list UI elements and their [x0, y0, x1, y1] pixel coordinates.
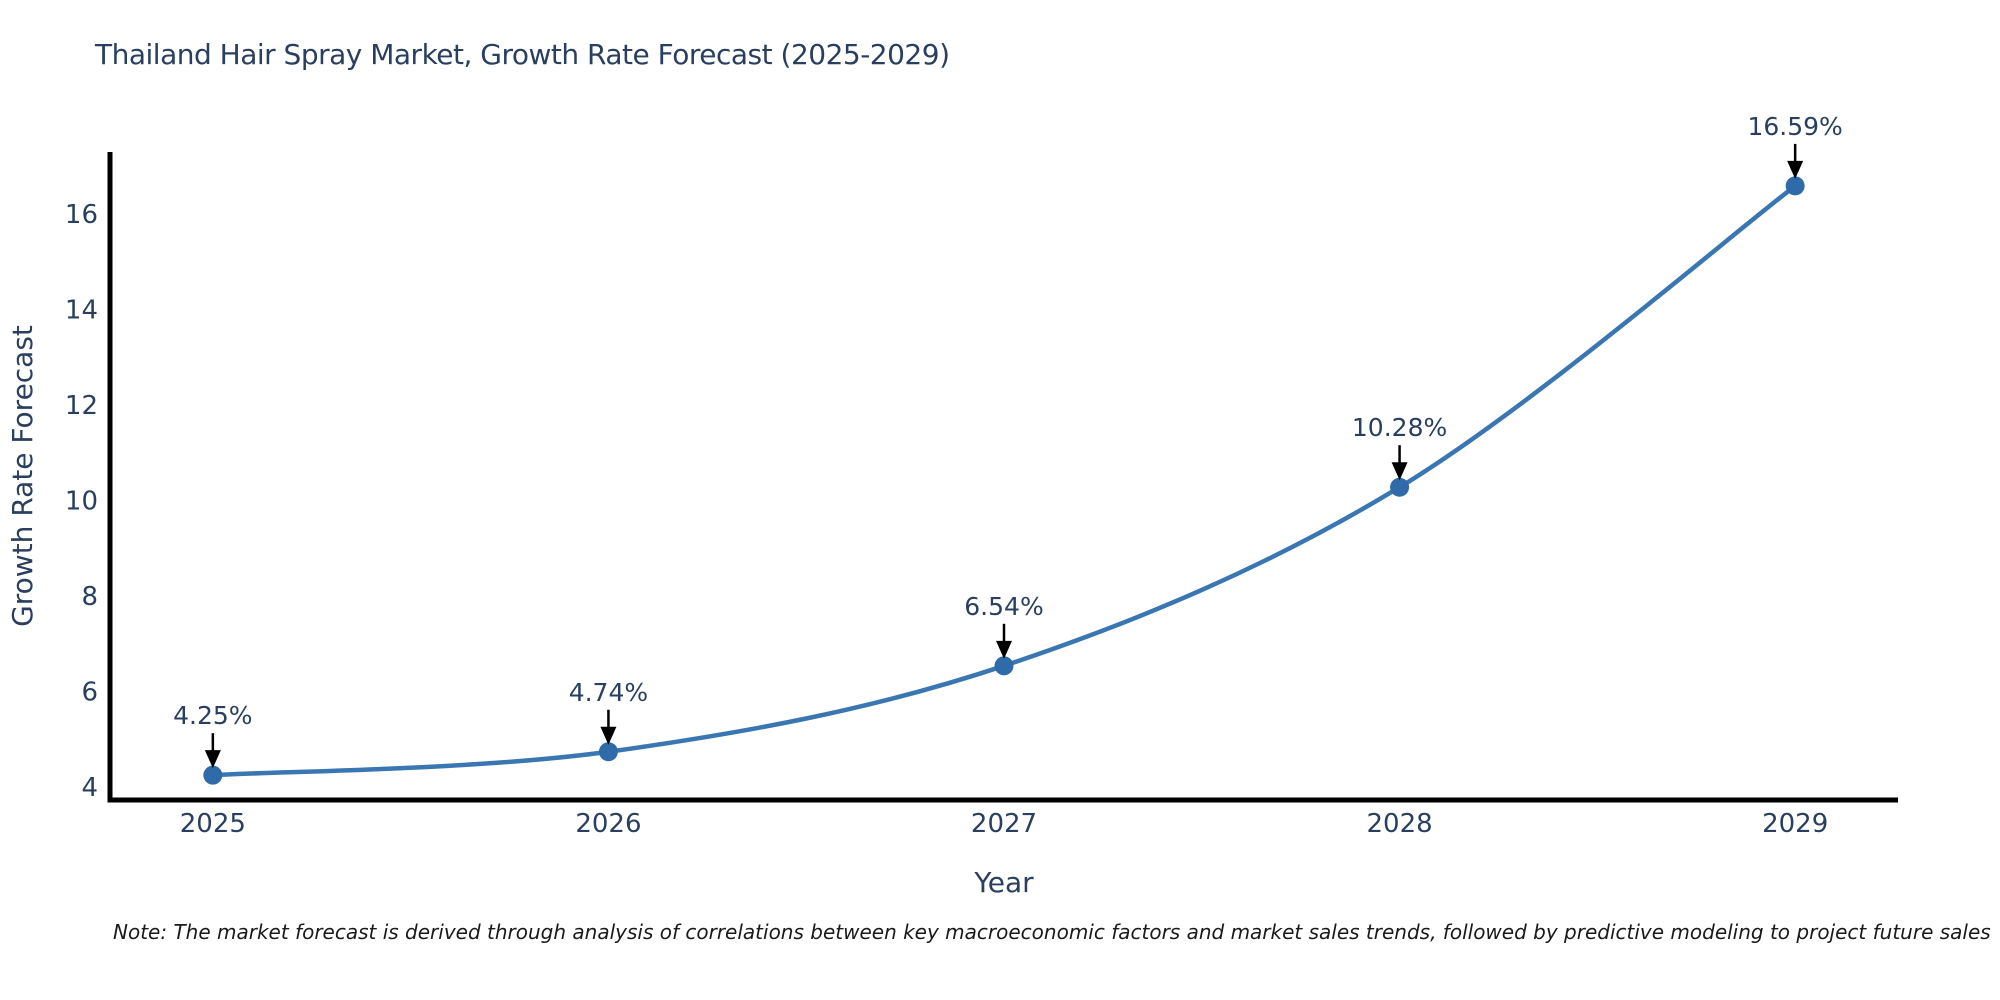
data-point-marker: [994, 656, 1014, 676]
data-point-marker: [598, 742, 618, 762]
annotation-arrowhead: [600, 726, 617, 745]
annotation-arrowhead: [1787, 160, 1804, 179]
annotation-arrowhead: [204, 750, 221, 769]
data-point-label: 4.74%: [569, 678, 648, 707]
y-tick-label: 4: [81, 773, 98, 803]
x-tick-label: 2027: [971, 809, 1037, 839]
y-tick-label: 6: [81, 678, 98, 708]
footnote-text: Note: The market forecast is derived thr…: [113, 920, 1991, 944]
data-point-marker: [1785, 176, 1805, 196]
x-tick-label: 2026: [575, 809, 641, 839]
y-tick-label: 8: [81, 582, 98, 612]
data-point-label: 16.59%: [1747, 112, 1842, 141]
trend-line: [210, 183, 1798, 778]
annotation-arrowhead: [1391, 462, 1408, 481]
data-point-label: 10.28%: [1352, 413, 1447, 442]
y-axis-title: Growth Rate Forecast: [6, 325, 39, 627]
x-tick-label: 2029: [1762, 809, 1828, 839]
x-tick-label: 2025: [180, 809, 246, 839]
data-point-marker: [203, 765, 223, 785]
data-point-label: 6.54%: [964, 592, 1043, 621]
x-tick-label: 2028: [1366, 809, 1432, 839]
annotation-arrowhead: [996, 640, 1012, 659]
y-tick-label: 16: [65, 200, 98, 230]
x-axis-title: Year: [973, 866, 1034, 899]
y-tick-label: 12: [65, 391, 98, 421]
y-tick-label: 10: [65, 487, 98, 517]
y-tick-label: 14: [65, 296, 98, 326]
chart-title: Thailand Hair Spray Market, Growth Rate …: [95, 38, 950, 71]
data-point-label: 4.25%: [173, 701, 252, 730]
data-point-marker: [1390, 477, 1410, 497]
